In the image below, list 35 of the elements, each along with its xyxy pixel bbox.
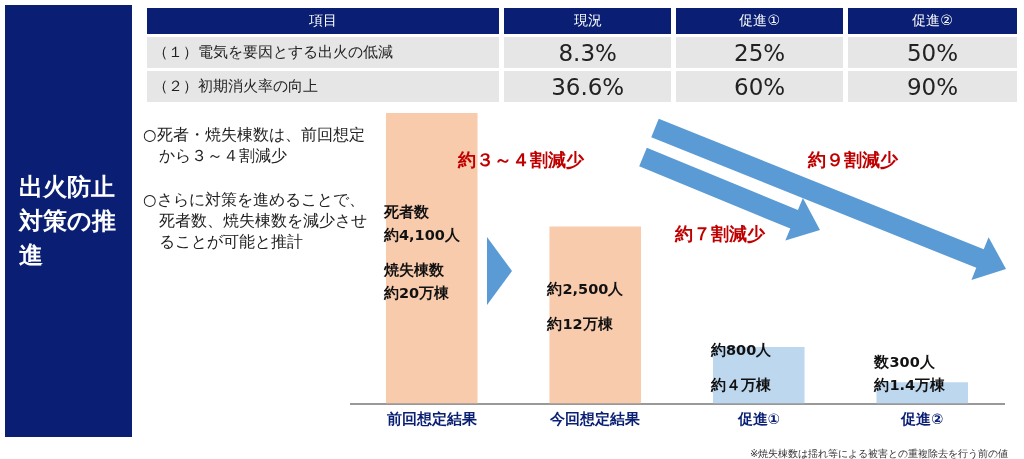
annotation: 約12万棟: [546, 316, 614, 333]
text: 36.6%: [551, 73, 625, 100]
x-tick-label: 前回想定結果: [385, 410, 478, 428]
annotation: ○死者・焼失棟数は、前回想定から３～４割減少: [143, 125, 366, 167]
data-label: 約800人: [709, 341, 773, 358]
data-label: 約4,100人: [382, 227, 461, 244]
category-label: （２）初期消火率の向上: [153, 77, 318, 95]
text: 60%: [734, 73, 786, 100]
text: 50%: [906, 39, 959, 66]
category-label: （１）電気を要因とする出火の低減: [153, 43, 393, 61]
x-tick-label: 今回想定結果: [549, 410, 642, 428]
annotation: 焼失棟数: [382, 262, 445, 279]
annotation: ○さらに対策を進めることで、死者数、焼失棟数を減少させることが可能と推計: [143, 190, 368, 253]
text: 90%: [906, 73, 959, 100]
annotation: 死者数: [382, 204, 430, 221]
text: 出火防止対策の推進: [18, 172, 117, 271]
data-label: 数300人: [873, 353, 936, 370]
annotation: 約４万棟: [709, 376, 772, 393]
category-label: 促進①: [676, 8, 844, 34]
annotation: 約20万棟: [382, 285, 451, 302]
x-tick-label: 促進②: [900, 411, 944, 428]
text: 8.3%: [558, 39, 617, 66]
bar: [385, 113, 478, 404]
category-label: 項目: [147, 8, 500, 34]
data-label: 約2,500人: [546, 281, 625, 298]
text: 25%: [734, 39, 786, 66]
annotation: 約７割減少: [675, 223, 765, 245]
annotation: 約９割減少: [808, 149, 898, 171]
annotation: 約1.4万棟: [873, 376, 947, 393]
text: ※焼失棟数は揺れ等による被害との重複除去を行う前の値: [750, 447, 1009, 459]
category-label: 現況: [504, 8, 672, 34]
category-label: 促進②: [848, 8, 1017, 34]
bar: [549, 226, 642, 404]
annotation: 約３～４割減少: [458, 149, 584, 171]
x-tick-label: 促進①: [736, 411, 780, 428]
